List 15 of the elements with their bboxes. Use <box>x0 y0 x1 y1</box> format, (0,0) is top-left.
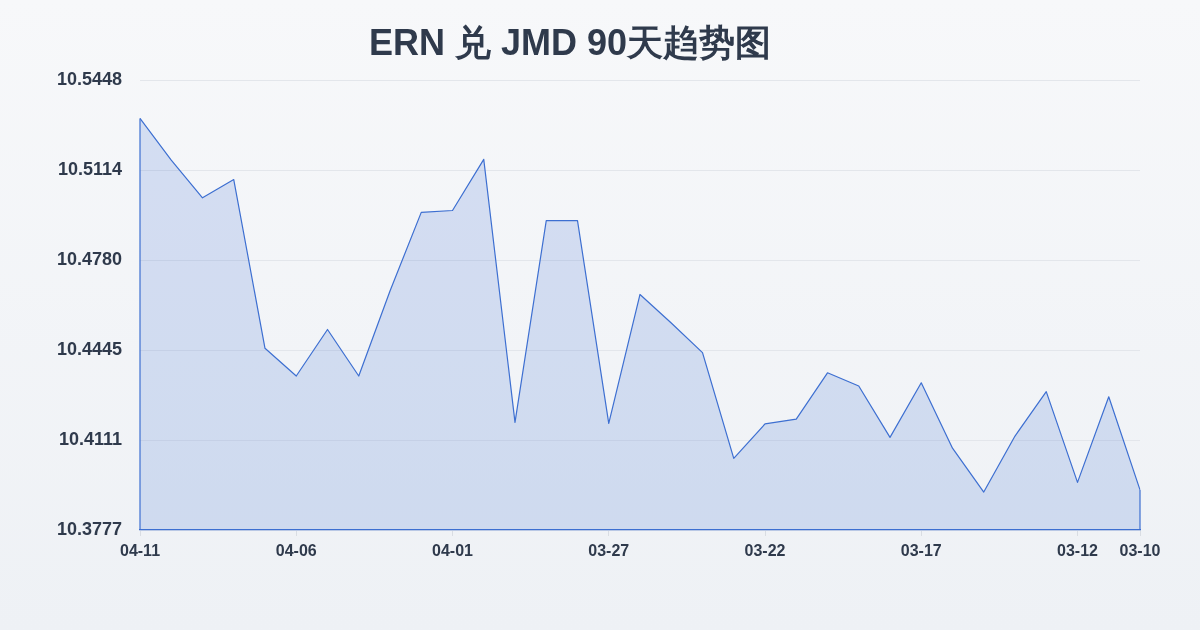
x-tick-label: 03-27 <box>588 542 630 560</box>
y-tick-label: 10.5448 <box>56 69 122 90</box>
x-tick-label: 03-10 <box>1119 542 1161 560</box>
x-tick-label: 04-01 <box>432 542 474 560</box>
chart-title: ERN 兑 JMD 90天趋势图 <box>368 21 772 63</box>
x-tick-label: 04-06 <box>275 542 317 560</box>
x-tick-label: 04-11 <box>119 542 161 560</box>
y-tick-label: 10.5114 <box>57 159 122 180</box>
x-tick-label: 03-12 <box>1057 542 1099 560</box>
x-tick-label: 03-17 <box>900 542 942 560</box>
y-tick-label: 10.4111 <box>58 429 122 450</box>
y-tick-label: 10.4780 <box>56 248 122 269</box>
x-tick-label: 03-22 <box>744 542 786 560</box>
y-tick-label: 10.3777 <box>56 518 122 539</box>
y-tick-label: 10.4445 <box>56 339 122 360</box>
